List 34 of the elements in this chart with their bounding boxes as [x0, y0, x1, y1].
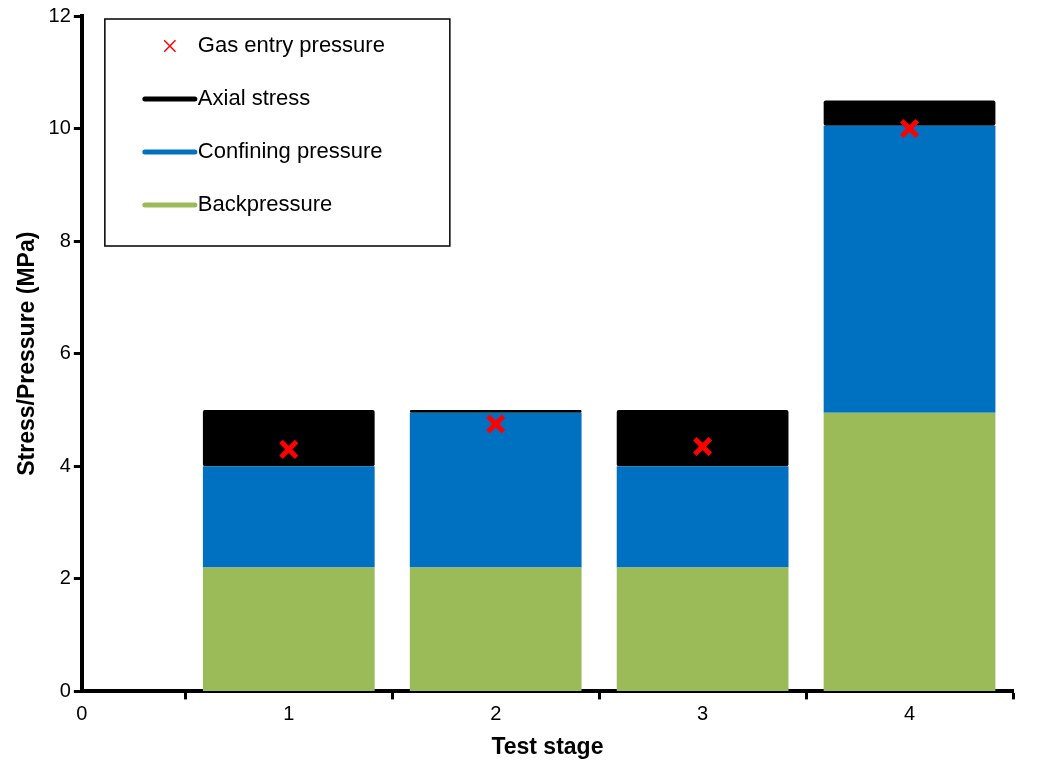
legend-label: Gas entry pressure: [197, 32, 385, 58]
bar: [616, 567, 789, 691]
x-tick-label: 1: [283, 701, 295, 724]
x-tick-label: 3: [697, 701, 709, 724]
legend-label: Axial stress: [197, 85, 311, 111]
y-tick-label: 0: [59, 678, 71, 701]
x-tick-label: 4: [903, 701, 916, 724]
bar: [409, 567, 582, 691]
y-tick-label: 10: [48, 116, 71, 139]
bar: [202, 567, 375, 691]
x-axis-title: Test stage: [491, 732, 604, 759]
y-tick-label: 12: [48, 3, 71, 26]
bar: [409, 409, 582, 413]
bar: [616, 409, 789, 467]
y-tick-label: 2: [59, 566, 71, 589]
point: [692, 436, 713, 457]
legend-label: Confining pressure: [197, 138, 383, 164]
x-tick-label: 2: [490, 701, 502, 724]
y-tick-label: 6: [59, 341, 71, 364]
bar: [823, 125, 996, 413]
y-tick-label: 4: [59, 453, 71, 476]
point: [485, 413, 506, 435]
bar: [202, 409, 375, 467]
y-tick-label: 8: [59, 228, 71, 251]
x-tick-label: 0: [76, 701, 88, 724]
bar: [823, 100, 996, 126]
bar: [616, 466, 789, 568]
bar: [409, 412, 582, 568]
bar: [202, 466, 375, 568]
bar: [823, 412, 996, 691]
y-axis-title: Stress/Pressure (MPa): [13, 231, 40, 476]
point: [899, 118, 920, 139]
point: [278, 439, 300, 460]
legend-label: Backpressure: [197, 191, 333, 217]
